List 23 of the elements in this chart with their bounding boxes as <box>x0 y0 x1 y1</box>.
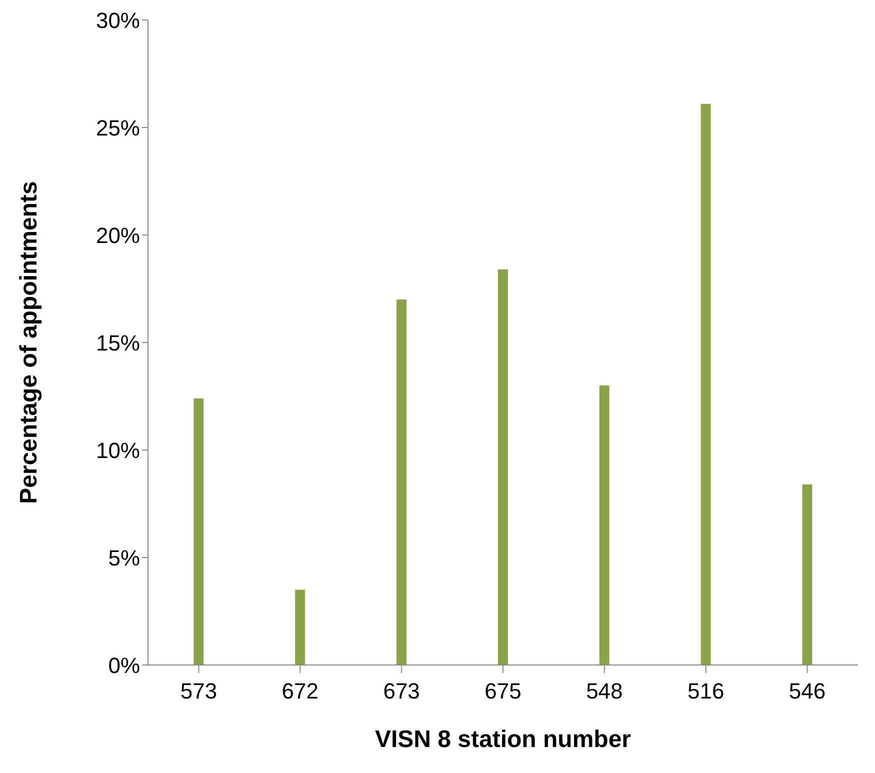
y-tick-label: 20% <box>96 222 140 248</box>
bar <box>295 590 306 665</box>
bar <box>396 300 406 665</box>
y-tick-label: 30% <box>96 8 140 33</box>
y-tick-label: 0% <box>108 652 140 678</box>
y-tick-label: 15% <box>96 330 140 356</box>
y-tick-label: 10% <box>96 438 140 463</box>
x-tick-label: 516 <box>688 678 724 704</box>
bar <box>498 269 508 665</box>
x-tick-label: 573 <box>180 678 218 704</box>
bar <box>599 386 610 665</box>
x-tick-label: 672 <box>282 678 318 704</box>
x-tick-label: 546 <box>788 678 826 704</box>
x-tick-label: 548 <box>586 678 623 704</box>
bar <box>700 104 711 665</box>
y-tick-label: 25% <box>96 115 140 140</box>
x-axis-title: VISN 8 station number <box>374 726 632 753</box>
bar <box>802 484 812 665</box>
x-tick-label: 675 <box>484 678 522 704</box>
x-tick-label: 673 <box>383 678 420 704</box>
y-axis-title: Percentage of appointments <box>16 181 43 504</box>
y-tick-label: 5% <box>108 545 140 570</box>
bar <box>194 398 204 665</box>
